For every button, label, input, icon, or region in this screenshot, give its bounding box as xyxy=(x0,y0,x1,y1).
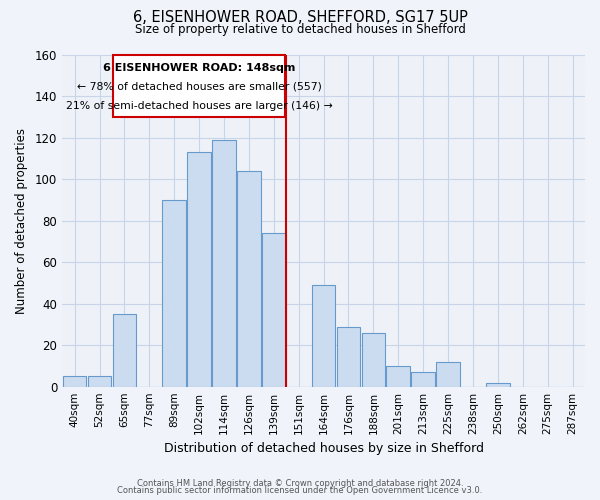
Bar xyxy=(412,372,435,386)
Text: 6, EISENHOWER ROAD, SHEFFORD, SG17 5UP: 6, EISENHOWER ROAD, SHEFFORD, SG17 5UP xyxy=(133,10,467,25)
Bar xyxy=(237,171,261,386)
Bar xyxy=(163,200,186,386)
Bar xyxy=(362,333,385,386)
Text: ← 78% of detached houses are smaller (557): ← 78% of detached houses are smaller (55… xyxy=(77,82,322,92)
Text: 6 EISENHOWER ROAD: 148sqm: 6 EISENHOWER ROAD: 148sqm xyxy=(103,64,295,74)
Bar xyxy=(436,362,460,386)
Text: Contains public sector information licensed under the Open Government Licence v3: Contains public sector information licen… xyxy=(118,486,482,495)
Text: Size of property relative to detached houses in Shefford: Size of property relative to detached ho… xyxy=(134,22,466,36)
Bar xyxy=(486,382,509,386)
Bar xyxy=(312,285,335,386)
Bar xyxy=(262,234,286,386)
Bar xyxy=(88,376,112,386)
Bar xyxy=(113,314,136,386)
Bar xyxy=(63,376,86,386)
FancyBboxPatch shape xyxy=(113,55,285,117)
Bar xyxy=(386,366,410,386)
Y-axis label: Number of detached properties: Number of detached properties xyxy=(15,128,28,314)
X-axis label: Distribution of detached houses by size in Shefford: Distribution of detached houses by size … xyxy=(164,442,484,455)
Bar xyxy=(337,326,361,386)
Text: Contains HM Land Registry data © Crown copyright and database right 2024.: Contains HM Land Registry data © Crown c… xyxy=(137,478,463,488)
Bar xyxy=(212,140,236,386)
Bar xyxy=(187,152,211,386)
Text: 21% of semi-detached houses are larger (146) →: 21% of semi-detached houses are larger (… xyxy=(66,100,332,110)
